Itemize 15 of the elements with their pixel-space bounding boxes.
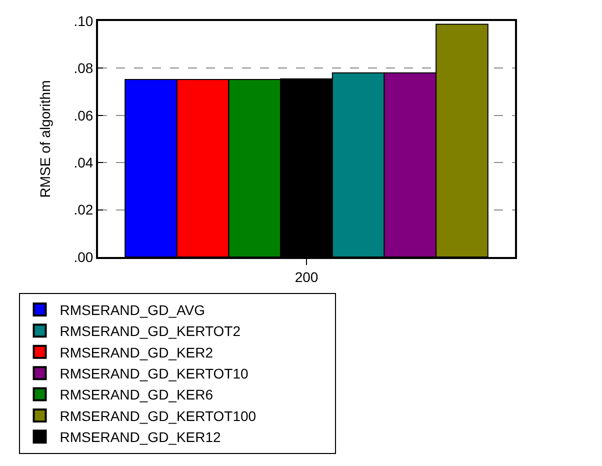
legend-label: RMSERAND_GD_KER2 [60,344,214,360]
legend-label: RMSERAND_GD_KERTOT100 [60,408,256,424]
y-tick-label: .10 [74,12,94,29]
legend-label: RMSERAND_GD_KERTOT2 [60,323,241,340]
y-tick-label: .04 [74,154,94,170]
legend-label: RMSERAND_GD_AVG [60,302,205,318]
y-tick-label: .06 [74,107,94,124]
legend-label: RMSERAND_GD_KER6 [60,386,214,403]
x-tick-label: 200 [294,268,318,285]
legend-label: RMSERAND_GD_KER12 [60,429,222,446]
y-axis-title: RMSE of algorithm [36,80,53,198]
y-tick-label: .08 [74,60,94,76]
y-tick-label: .02 [74,202,94,218]
legend-label: RMSERAND_GD_KERTOT10 [60,366,249,382]
y-tick-label: .00 [74,248,94,265]
